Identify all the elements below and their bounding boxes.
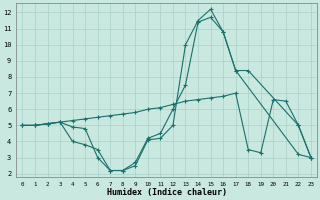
X-axis label: Humidex (Indice chaleur): Humidex (Indice chaleur) [107,188,227,197]
